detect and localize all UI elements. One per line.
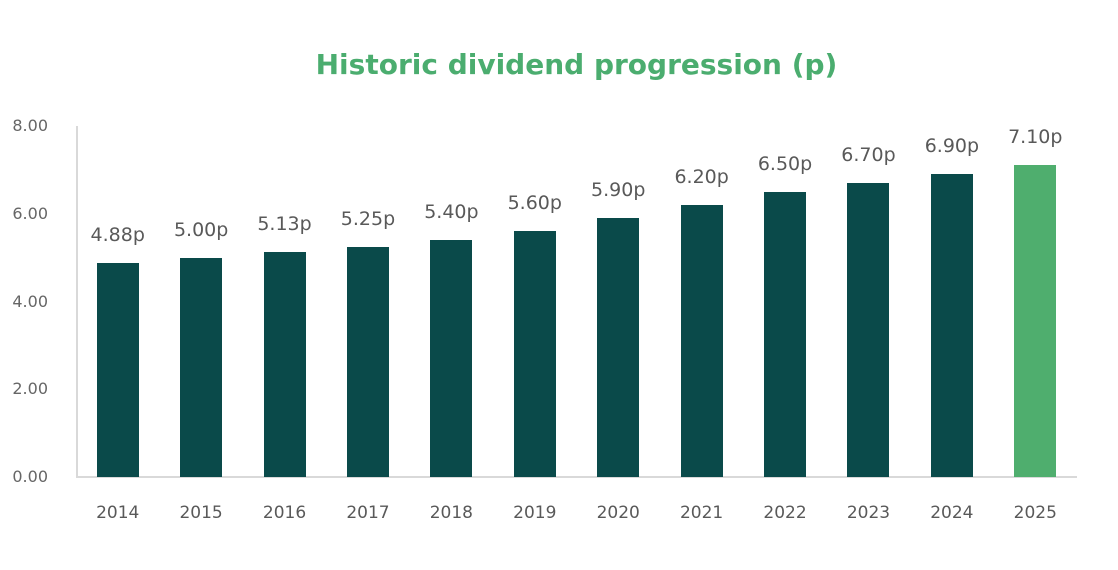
bar [96, 262, 139, 477]
y-tick-label: 2.00 [12, 379, 48, 399]
x-tick-label: 2022 [763, 503, 807, 523]
x-tick-label: 2021 [679, 503, 724, 523]
x-axis-line [76, 476, 1077, 478]
bar [597, 218, 640, 477]
bar [764, 191, 807, 477]
y-tick-label: 6.00 [12, 203, 48, 223]
bar [680, 204, 723, 477]
y-tick-label: 8.00 [12, 116, 48, 135]
bar-value-label: 5.00p [173, 218, 229, 241]
x-tick-label: 2019 [513, 503, 557, 523]
bar-value-label: 7.10p [1008, 126, 1063, 149]
bar [930, 174, 973, 477]
x-tick-label: 2017 [346, 503, 390, 523]
bar [430, 240, 473, 477]
bar-value-label: 6.50p [757, 152, 813, 175]
x-tick-label: 2016 [262, 503, 307, 523]
x-tick-label: 2018 [429, 503, 473, 523]
x-tick-label: 2015 [179, 503, 223, 523]
bar-value-label: 5.60p [507, 192, 562, 215]
bar [847, 183, 890, 477]
bar-value-label: 5.25p [340, 207, 396, 230]
bar-value-label: 6.20p [674, 165, 729, 188]
x-tick-label: 2025 [1013, 503, 1057, 523]
bar-value-label: 5.13p [257, 212, 312, 235]
bar-value-label: 6.70p [841, 144, 896, 167]
x-tick-label: 2014 [96, 503, 140, 523]
bar-value-label: 5.90p [591, 179, 646, 202]
bar [1014, 165, 1057, 477]
x-tick-label: 2023 [846, 503, 891, 523]
bar [513, 231, 556, 477]
bar [180, 257, 223, 477]
y-tick-label: 0.00 [12, 467, 48, 486]
x-tick-label: 2020 [596, 503, 640, 523]
x-tick-label: 2024 [930, 503, 974, 523]
bar [263, 251, 306, 477]
bar-value-label: 6.90p [924, 135, 980, 158]
y-axis-line [76, 126, 78, 477]
bar-value-label: 4.88p [90, 223, 145, 246]
y-tick-label: 4.00 [12, 291, 48, 311]
chart-title: Historic dividend progression (p) [315, 48, 838, 81]
bar-value-label: 5.40p [424, 201, 479, 224]
bar [346, 246, 389, 477]
